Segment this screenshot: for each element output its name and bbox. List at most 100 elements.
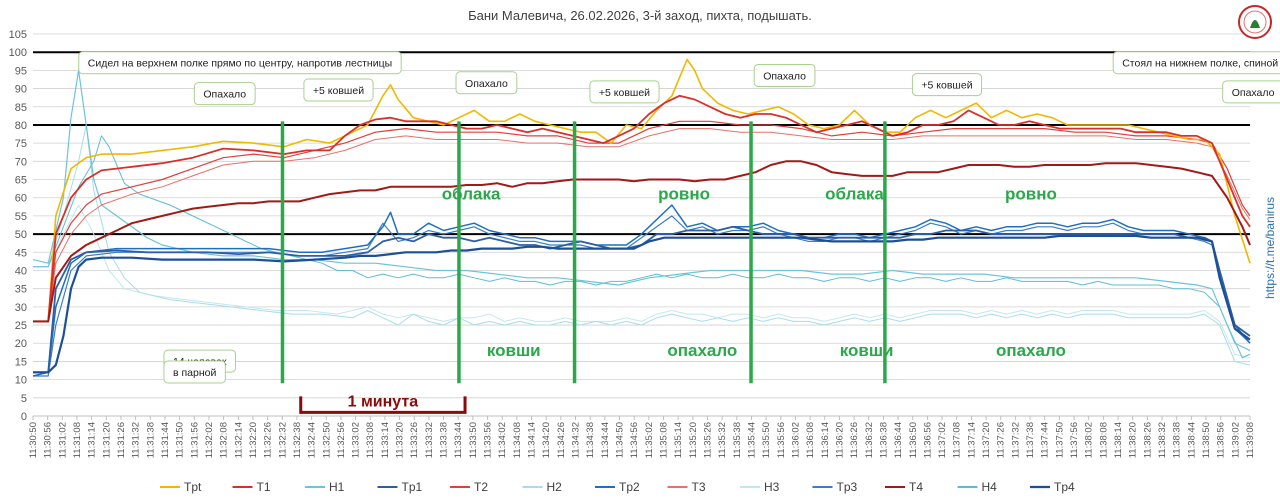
x-tick-label: 11:32:44 [307, 422, 318, 458]
y-tick-label: 90 [15, 84, 27, 96]
y-tick-label: 75 [15, 138, 27, 150]
x-tick-label: 11:30:56 [43, 422, 54, 458]
x-tick-label: 11:36:50 [908, 422, 919, 458]
y-tick-label: 95 [15, 65, 27, 77]
legend-label-tp2: Tp2 [619, 480, 640, 494]
y-tick-label: 5 [21, 393, 27, 405]
callout-text: Опахало [465, 78, 508, 90]
x-tick-label: 11:36:20 [834, 422, 845, 458]
x-tick-label: 11:33:32 [424, 422, 435, 458]
x-tick-label: 11:37:26 [996, 422, 1007, 458]
legend: Tpt T1 H1 Tp1 T2 H2 Tp2 T3 H3 Tp3 T4 H4 Tp4 [160, 480, 1075, 494]
callout-text: +5 ковшей [599, 87, 650, 99]
x-tick-label: 11:32:14 [233, 422, 244, 458]
x-tick-label: 11:32:38 [292, 422, 303, 458]
phase-label: ровно [658, 185, 710, 204]
callout-text: Опахало [763, 70, 806, 82]
logo-icon [1238, 5, 1272, 39]
x-tick-label: 11:35:08 [658, 422, 669, 458]
phase-label: ковши [840, 341, 894, 360]
callout-text: +5 ковшей [921, 80, 972, 92]
x-tick-label: 11:32:50 [321, 422, 332, 458]
x-tick-label: 11:36:02 [790, 422, 801, 458]
x-tick-label: 11:35:20 [688, 422, 699, 458]
legend-label-h4: H4 [982, 480, 998, 494]
x-tick-label: 11:34:14 [527, 422, 538, 458]
series-line-tp4 [33, 234, 1251, 374]
x-tick-label: 11:38:50 [1201, 422, 1212, 458]
series-line-h3 [33, 204, 1251, 359]
x-tick-label: 11:31:20 [101, 422, 112, 458]
callout-text: Стоял на нижнем полке, спиной к опахалу [1122, 58, 1280, 70]
series-group [32, 58, 1251, 377]
x-tick-label: 11:36:26 [849, 422, 860, 458]
x-tick-label: 11:38:44 [1186, 422, 1197, 458]
y-axis: 0 5 10 15 20 25 30 35 40 45 50 55 60 65 70 75 80 85 90 95 10… [9, 29, 27, 423]
x-tick-label: 11:39:02 [1230, 422, 1241, 458]
series-line-tp2 [32, 204, 1251, 377]
legend-label-tp3: Tp3 [837, 480, 858, 494]
x-tick-label: 11:33:38 [439, 422, 450, 458]
y-tick-label: 50 [15, 229, 27, 241]
callout-text: +5 ковшей [313, 85, 364, 97]
phase-label: ковши [487, 341, 541, 360]
x-tick-label: 11:31:44 [160, 422, 171, 458]
minute-bracket-label: 1 минута [348, 393, 419, 410]
x-tick-label: 11:34:20 [541, 422, 552, 458]
x-tick-label: 11:32:32 [277, 422, 288, 458]
y-tick-label: 40 [15, 265, 27, 277]
x-tick-label: 11:37:38 [1025, 422, 1036, 458]
callout-text: Сидел на верхнем полке прямо по центру, … [88, 58, 392, 70]
legend-label-tpt: Tpt [184, 480, 202, 494]
callouts: Сидел на верхнем полке прямо по центру, … [78, 51, 1280, 384]
series-line-tp1 [33, 225, 1251, 374]
phase-label: облака [825, 185, 884, 204]
phase-label: опахало [667, 341, 737, 360]
chart-title: Бани Малевича, 26.02.2026, 3-й заход, пи… [468, 8, 812, 23]
x-tick-label: 11:31:08 [72, 422, 83, 458]
callout-text: в парной [173, 367, 216, 379]
y-tick-label: 20 [15, 338, 27, 350]
x-tick-label: 11:36:56 [922, 422, 933, 458]
side-link[interactable]: https://t.me/banirus [1263, 197, 1277, 299]
x-tick-label: 11:38:20 [1128, 422, 1139, 458]
x-tick-label: 11:37:56 [1069, 422, 1080, 458]
x-tick-label: 11:34:50 [615, 422, 626, 458]
x-tick-label: 11:33:44 [453, 422, 464, 458]
callout-box [589, 80, 660, 104]
x-tick-label: 11:32:08 [219, 422, 230, 458]
x-tick-label: 11:37:44 [1040, 422, 1051, 458]
minute-bracket-line [299, 396, 467, 414]
y-tick-label: 85 [15, 102, 27, 114]
legend-label-tp1: Tp1 [402, 480, 423, 494]
x-tick-label: 11:35:38 [732, 422, 743, 458]
x-tick-label: 11:36:08 [805, 422, 816, 458]
series-line-t2 [33, 120, 1251, 322]
y-tick-label: 60 [15, 193, 27, 205]
x-tick-label: 11:34:56 [629, 422, 640, 458]
x-tick-label: 11:35:44 [746, 422, 757, 458]
phase-labels: облака ровно облака ровно ковши опахало ковши о… [442, 185, 1066, 360]
x-tick-label: 11:32:26 [263, 422, 274, 458]
x-tick-label: 11:34:02 [497, 422, 508, 458]
x-tick-label: 11:33:26 [409, 422, 420, 458]
callout-box [455, 71, 518, 95]
x-tick-label: 11:31:14 [87, 422, 98, 458]
x-tick-label: 11:36:44 [893, 422, 904, 458]
x-tick-label: 11:37:20 [981, 422, 992, 458]
x-tick-label: 11:37:02 [937, 422, 948, 458]
callout-box [1222, 80, 1280, 104]
x-tick-label: 11:32:02 [204, 422, 215, 458]
minute-bracket: 1 минута [299, 393, 467, 414]
x-tick-label: 11:37:08 [952, 422, 963, 458]
y-tick-label: 0 [21, 411, 27, 423]
y-tick-label: 30 [15, 302, 27, 314]
x-tick-label: 11:37:14 [966, 422, 977, 458]
x-axis: 11:30:50 11:30:56 11:31:02 11:31:08 11:31:14… [28, 416, 1256, 458]
legend-label-h3: H3 [764, 480, 780, 494]
y-tick-label: 80 [15, 120, 27, 132]
series-line-t4 [33, 160, 1251, 323]
x-tick-label: 11:32:20 [248, 422, 259, 458]
x-tick-label: 11:38:14 [1113, 422, 1124, 458]
